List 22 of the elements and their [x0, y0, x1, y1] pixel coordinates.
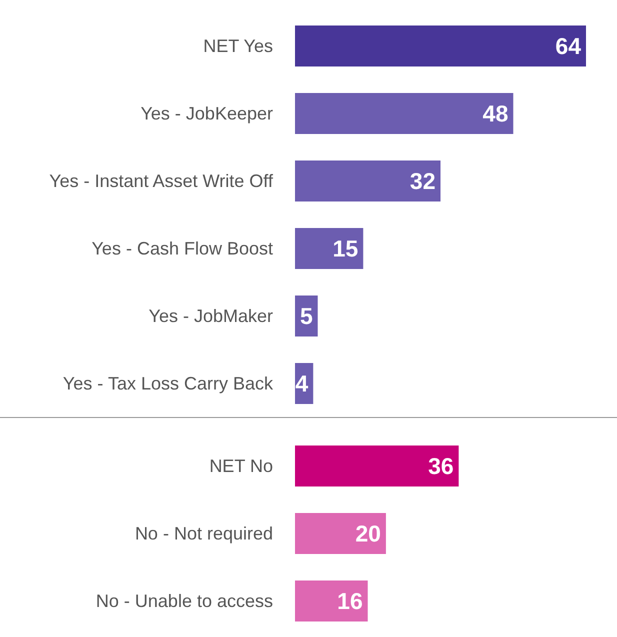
y-tick-label: Yes - JobMaker	[148, 306, 273, 326]
data-label: 20	[355, 520, 381, 547]
bar	[295, 93, 514, 134]
y-tick-label: No - Not required	[134, 524, 273, 544]
bar	[295, 160, 440, 202]
y-tick-label: No - Unable to access	[96, 591, 273, 612]
y-tick-label: Yes - Instant Asset Write Off	[49, 171, 274, 192]
data-label: 64	[555, 33, 582, 60]
data-label: 32	[410, 168, 436, 194]
data-label: 48	[482, 100, 508, 127]
data-label: 15	[332, 236, 358, 262]
data-label: 36	[428, 453, 454, 480]
y-tick-label: Yes - JobKeeper	[140, 104, 273, 124]
y-tick-label: NET Yes	[203, 36, 273, 56]
bar	[295, 26, 586, 66]
y-tick-label: NET No	[209, 456, 273, 476]
data-label: 4	[295, 370, 308, 397]
y-tick-label: Yes - Tax Loss Carry Back	[62, 374, 274, 394]
y-tick-label: Yes - Cash Flow Boost	[92, 238, 273, 259]
data-label: 16	[337, 588, 363, 614]
bar	[295, 228, 364, 269]
data-label: 5	[300, 303, 313, 330]
